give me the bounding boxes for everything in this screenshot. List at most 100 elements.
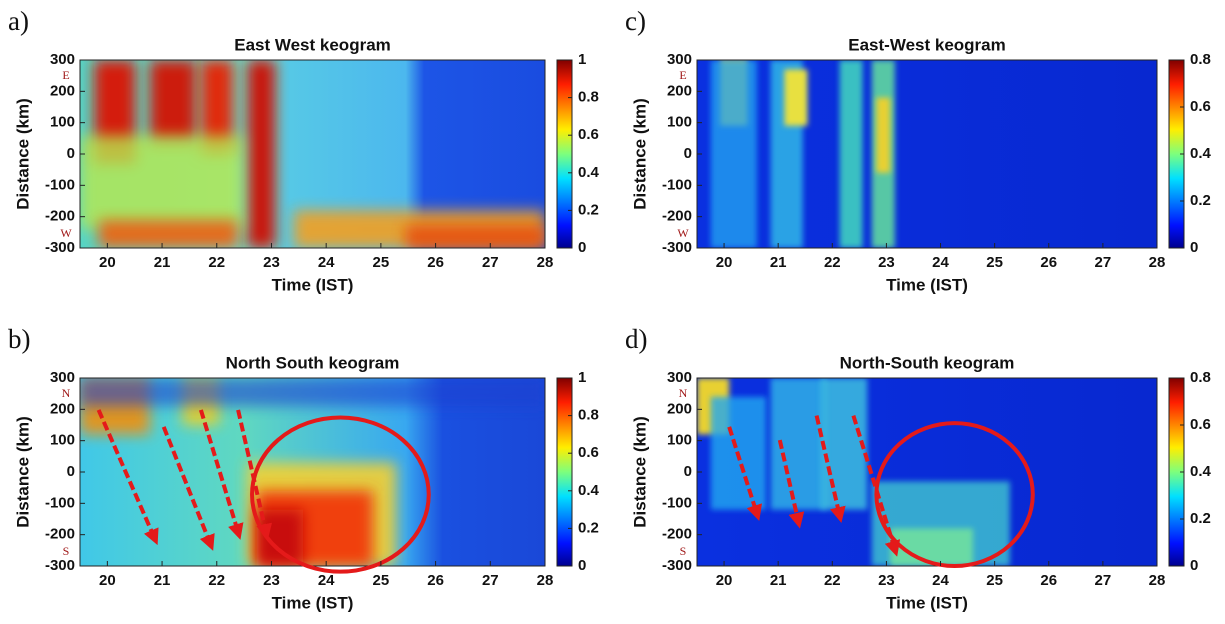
y-tick-label: -300 bbox=[45, 239, 75, 256]
heatmap-texture bbox=[80, 135, 243, 230]
colorbar-tick-label: 0 bbox=[578, 557, 586, 574]
x-tick-label: 28 bbox=[537, 254, 554, 271]
x-axis-label: Time (IST) bbox=[272, 593, 354, 612]
colorbar-tick-label: 0.8 bbox=[1190, 369, 1211, 386]
x-tick-label: 20 bbox=[99, 254, 116, 271]
x-tick-label: 28 bbox=[1149, 572, 1166, 589]
colorbar-tick-label: 0.4 bbox=[1190, 463, 1212, 480]
y-tick-label: -100 bbox=[662, 176, 692, 193]
x-tick-label: 27 bbox=[1095, 254, 1112, 271]
panel-label: b) bbox=[8, 324, 31, 354]
heatmap-texture bbox=[405, 225, 545, 248]
y-tick-label: -200 bbox=[45, 208, 75, 225]
direction-label: E bbox=[679, 68, 686, 82]
heatmap-texture bbox=[821, 378, 868, 510]
colorbar-tick-label: 0.4 bbox=[1190, 145, 1212, 162]
colorbar-tick-label: 0.2 bbox=[1190, 510, 1211, 527]
heatmap-texture bbox=[98, 219, 239, 248]
y-tick-label: -300 bbox=[662, 557, 692, 574]
x-axis-label: Time (IST) bbox=[272, 275, 354, 294]
y-axis-label: Distance (km) bbox=[630, 416, 649, 527]
circle-annotation bbox=[874, 421, 1035, 568]
heatmap-texture bbox=[149, 60, 197, 145]
x-axis-label: Time (IST) bbox=[886, 275, 968, 294]
direction-label: S bbox=[680, 544, 687, 558]
y-tick-label: 0 bbox=[684, 463, 692, 480]
colorbar-tick-label: 0.8 bbox=[1190, 51, 1211, 68]
x-tick-label: 24 bbox=[318, 572, 335, 589]
x-tick-label: 22 bbox=[824, 254, 841, 271]
x-tick-label: 21 bbox=[154, 572, 171, 589]
x-tick-label: 22 bbox=[824, 572, 841, 589]
heatmap-texture bbox=[876, 97, 891, 173]
x-tick-label: 22 bbox=[208, 254, 225, 271]
colorbar-tick-label: 0.2 bbox=[578, 201, 599, 218]
x-tick-label: 23 bbox=[878, 254, 895, 271]
heatmap-texture bbox=[784, 69, 808, 126]
y-tick-label: 300 bbox=[667, 51, 692, 68]
direction-label: N bbox=[679, 386, 688, 400]
panel: 20 21 22 23 24 25 26 27 28 -300 -200 -100 0 100 200 300… bbox=[625, 6, 1212, 294]
colorbar-tick-label: 0.2 bbox=[578, 519, 599, 536]
y-tick-label: 200 bbox=[667, 82, 692, 99]
chart-title: North South keogram bbox=[226, 353, 400, 372]
colorbar bbox=[556, 377, 573, 567]
y-axis-label: Distance (km) bbox=[13, 98, 32, 209]
chart-title: North-South keogram bbox=[840, 353, 1015, 372]
arrow bbox=[236, 409, 273, 540]
panel-label: c) bbox=[625, 6, 646, 36]
heatmap bbox=[697, 378, 1157, 566]
y-tick-label: -200 bbox=[662, 526, 692, 543]
y-tick-label: -100 bbox=[45, 176, 75, 193]
direction-label: W bbox=[60, 226, 72, 240]
y-tick-label: 100 bbox=[50, 114, 75, 131]
y-tick-label: 0 bbox=[67, 145, 75, 162]
y-tick-label: -200 bbox=[45, 526, 75, 543]
y-tick-label: -100 bbox=[45, 494, 75, 511]
x-tick-label: 24 bbox=[932, 254, 949, 271]
colorbar-tick-label: 0.8 bbox=[578, 89, 599, 106]
heatmap-background bbox=[697, 60, 1157, 248]
x-tick-label: 24 bbox=[318, 254, 335, 271]
y-tick-label: -300 bbox=[662, 239, 692, 256]
panel-label: a) bbox=[8, 6, 29, 36]
x-tick-label: 20 bbox=[716, 254, 733, 271]
x-tick-label: 25 bbox=[986, 254, 1003, 271]
colorbar-tick-label: 0.2 bbox=[1190, 192, 1211, 209]
y-tick-label: 100 bbox=[667, 114, 692, 131]
colorbar-tick-label: 1 bbox=[578, 51, 586, 68]
colorbar-tick-label: 0.6 bbox=[578, 444, 599, 461]
colorbar-tick-label: 0.6 bbox=[1190, 98, 1211, 115]
x-tick-label: 23 bbox=[263, 572, 280, 589]
chart-title: East-West keogram bbox=[848, 35, 1005, 54]
colorbar-tick-label: 0.4 bbox=[578, 164, 600, 181]
y-tick-label: -100 bbox=[662, 494, 692, 511]
chart-title: East West keogram bbox=[234, 35, 391, 54]
heatmap-texture bbox=[80, 378, 545, 407]
y-tick-label: 0 bbox=[684, 145, 692, 162]
y-tick-label: 200 bbox=[667, 400, 692, 417]
arrow bbox=[777, 439, 805, 529]
y-tick-label: 0 bbox=[67, 463, 75, 480]
heatmap bbox=[697, 60, 1157, 248]
arrow bbox=[96, 409, 159, 546]
direction-label: W bbox=[677, 226, 689, 240]
colorbar-tick-label: 0.4 bbox=[578, 482, 600, 499]
arrow bbox=[161, 426, 215, 551]
colorbar-tick-label: 0.6 bbox=[578, 126, 599, 143]
x-tick-label: 26 bbox=[427, 254, 444, 271]
direction-label: N bbox=[62, 386, 71, 400]
x-tick-label: 20 bbox=[99, 572, 116, 589]
y-tick-label: 300 bbox=[667, 369, 692, 386]
colorbar-tick-label: 1 bbox=[578, 369, 586, 386]
y-tick-label: 200 bbox=[50, 400, 75, 417]
x-tick-label: 20 bbox=[716, 572, 733, 589]
arrow bbox=[198, 409, 244, 540]
heatmap bbox=[80, 60, 545, 248]
colorbar-tick-label: 0.6 bbox=[1190, 416, 1211, 433]
panel: 20 21 22 23 24 25 26 27 28 -300 -200 -100 0 100 200 300… bbox=[8, 324, 600, 612]
x-tick-label: 23 bbox=[878, 572, 895, 589]
arrow bbox=[851, 415, 901, 557]
direction-label: E bbox=[62, 68, 69, 82]
